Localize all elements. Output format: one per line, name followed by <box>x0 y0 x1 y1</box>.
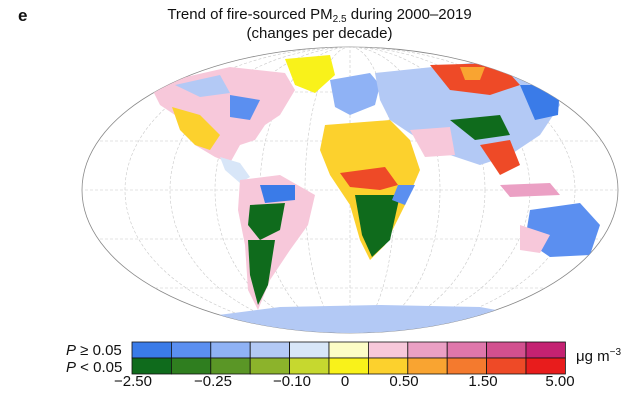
significant-swatch-3 <box>249 357 290 375</box>
significant-swatch-2 <box>210 357 251 375</box>
colorbar-tick-0: −2.50 <box>114 373 152 390</box>
not-significant-swatch-7 <box>407 341 448 359</box>
not-significant-swatch-6 <box>367 341 409 359</box>
colorbar-tick-1: −0.25 <box>194 373 232 390</box>
significant-swatch-10 <box>525 357 566 375</box>
significant-swatch-1 <box>171 357 212 375</box>
colorbar-tick-4: 0.50 <box>389 373 419 390</box>
not-significant-swatch-2 <box>210 341 251 359</box>
not-significant-swatch-4 <box>289 341 330 359</box>
significant-swatch-8 <box>446 357 488 375</box>
legend-label-significant: P < 0.05 <box>66 359 123 376</box>
legend-unit: μg m−3 <box>576 347 622 365</box>
not-significant-swatch-10 <box>525 341 566 359</box>
map-title-line1: Trend of fire-sourced PM2.5 during 2000–… <box>167 6 472 25</box>
world-trend-map <box>81 46 619 334</box>
significant-swatch-7 <box>407 357 448 375</box>
north-america <box>150 67 295 163</box>
not-significant-swatch-5 <box>328 341 369 359</box>
significant-swatch-5 <box>328 357 369 375</box>
map-title-line2: (changes per decade) <box>246 25 393 42</box>
not-significant-swatch-1 <box>171 341 212 359</box>
significant-swatch-6 <box>367 357 409 375</box>
not-significant-swatch-9 <box>486 341 527 359</box>
greenland <box>285 55 335 93</box>
colorbar-legend <box>131 341 566 375</box>
africa <box>320 120 420 260</box>
panel-letter: e <box>18 6 28 25</box>
significant-swatch-4 <box>289 357 330 375</box>
not-significant-swatch-0 <box>131 341 172 359</box>
significant-swatch-0 <box>131 357 172 375</box>
significant-swatch-9 <box>486 357 527 375</box>
colorbar-tick-2: −0.10 <box>273 373 311 390</box>
legend-label-not-significant: P ≥ 0.05 <box>66 342 122 359</box>
not-significant-swatch-3 <box>249 341 290 359</box>
not-significant-swatch-8 <box>446 341 488 359</box>
colorbar-tick-6: 5.00 <box>545 373 575 390</box>
europe <box>330 73 380 115</box>
colorbar-tick-3: 0 <box>340 373 350 390</box>
colorbar-tick-5: 1.50 <box>468 373 498 390</box>
